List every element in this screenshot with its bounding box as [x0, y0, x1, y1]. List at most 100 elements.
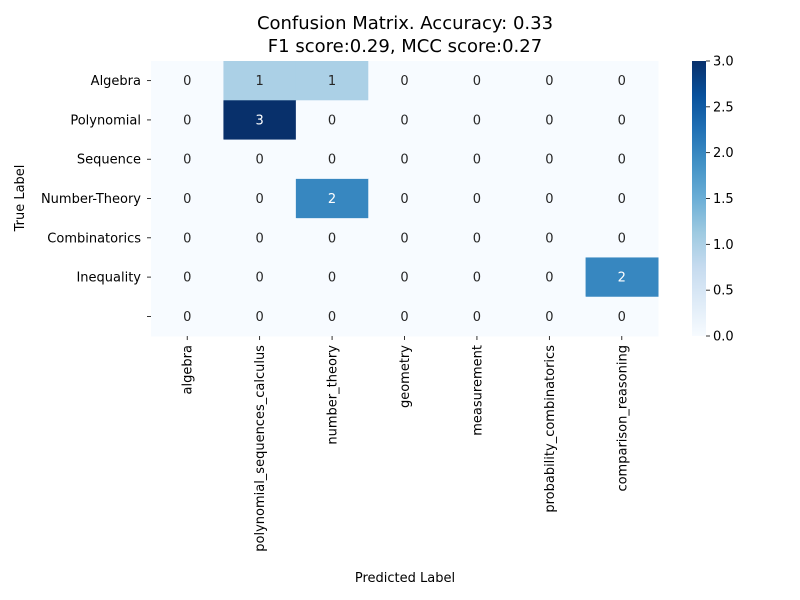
heatmap-cell — [513, 218, 587, 258]
heatmap-cell-value: 1 — [256, 74, 264, 89]
heatmap-cell — [151, 178, 224, 219]
heatmap-cell-value: 0 — [400, 231, 408, 246]
heatmap-cell — [151, 139, 224, 180]
heatmap-cell-value: 0 — [618, 113, 626, 128]
heatmap-cell — [151, 296, 224, 337]
heatmap-cell — [585, 178, 659, 219]
heatmap-cell — [368, 296, 442, 337]
heatmap-cell-value: 1 — [328, 74, 336, 89]
colorbar-tick-label: 2.0 — [713, 146, 734, 161]
x-tick-label: polynomial_sequences_calculus — [253, 345, 268, 552]
heatmap-cell-value: 2 — [328, 192, 336, 207]
y-tick-label: Combinatorics — [47, 231, 141, 246]
heatmap-cell-value: 0 — [183, 310, 191, 325]
heatmap-cell-value: 0 — [400, 310, 408, 325]
heatmap-cell-value: 0 — [328, 271, 336, 286]
x-tick-label: geometry — [398, 345, 413, 408]
heatmap-cell-value: 0 — [183, 153, 191, 168]
heatmap-cell — [440, 296, 514, 337]
heatmap-cell-value: 0 — [618, 74, 626, 89]
x-axis-label: Predicted Label — [355, 571, 455, 586]
heatmap-cell — [295, 100, 369, 141]
heatmap-cell-value: 0 — [183, 231, 191, 246]
heatmap-cell-value: 0 — [618, 192, 626, 207]
heatmap-cell — [295, 139, 369, 180]
heatmap-cell-value: 0 — [618, 231, 626, 246]
heatmap-cell-value: 0 — [545, 231, 553, 246]
heatmap-cell — [585, 61, 659, 101]
heatmap-cell-value: 0 — [473, 153, 481, 168]
heatmap-cell — [223, 61, 297, 101]
colorbar-tick-label: 0.0 — [713, 330, 734, 345]
heatmap-cell-value: 0 — [545, 271, 553, 286]
heatmap-cell — [223, 296, 297, 337]
heatmap-cell-value: 0 — [618, 153, 626, 168]
heatmap-cell — [440, 100, 514, 141]
heatmap-cell — [368, 61, 442, 101]
heatmap-cell-value: 0 — [183, 192, 191, 207]
heatmap-cell-value: 0 — [545, 192, 553, 207]
heatmap-cell — [151, 218, 224, 258]
heatmap-cell-value: 0 — [400, 192, 408, 207]
heatmap-cell — [223, 257, 297, 298]
heatmap-cell-value: 0 — [473, 231, 481, 246]
colorbar-tick-label: 1.0 — [713, 238, 734, 253]
heatmap-cell — [151, 61, 224, 101]
heatmap-cell-value: 0 — [328, 113, 336, 128]
heatmap-cell-value: 0 — [545, 310, 553, 325]
heatmap-cell-value: 0 — [400, 271, 408, 286]
heatmap-cell-value: 0 — [183, 271, 191, 286]
heatmap-cell-value: 0 — [545, 113, 553, 128]
heatmap-cell — [513, 100, 587, 141]
heatmap-cell-value: 0 — [400, 153, 408, 168]
heatmap-cell — [223, 100, 297, 141]
heatmap-cell-value: 0 — [328, 310, 336, 325]
colorbar-tick-label: 3.0 — [713, 55, 734, 70]
heatmap-cell — [513, 61, 587, 101]
heatmap-cell-value: 0 — [473, 113, 481, 128]
heatmap-cell — [585, 257, 659, 298]
heatmap-cell — [585, 139, 659, 180]
heatmap-cell-value: 0 — [183, 74, 191, 89]
heatmap-cell-value: 0 — [545, 153, 553, 168]
y-tick-label: Polynomial — [70, 113, 141, 128]
heatmap-cell-value: 0 — [328, 231, 336, 246]
heatmap-cell-labels: 0 1 1 0 0 0 0 0 3 0 0 0 0 0 0 0 0 0 0 0 0 0 0 2 0 0 0 0 0 0 0 0 0 0 0 0 0 0 0 0… — [183, 74, 626, 325]
heatmap-cell-value: 0 — [400, 113, 408, 128]
heatmap-cell-value: 2 — [618, 271, 626, 286]
heatmap-cell — [295, 218, 369, 258]
y-axis-label: True Label — [13, 165, 28, 233]
x-axis-ticks: algebra polynomial_sequences_calculus numb… — [181, 336, 630, 552]
heatmap-cell — [585, 296, 659, 337]
x-tick-label: number_theory — [326, 345, 341, 445]
heatmap-cell — [513, 139, 587, 180]
heatmap-cell — [513, 257, 587, 298]
heatmap-cell-value: 0 — [545, 74, 553, 89]
y-axis-ticks: Algebra Polynomial Sequence Number-Theory Co… — [41, 74, 151, 317]
colorbar — [692, 61, 706, 336]
colorbar-tick-label: 0.5 — [713, 284, 734, 299]
heatmap-cell-value: 0 — [473, 192, 481, 207]
heatmap-cell — [440, 257, 514, 298]
chart-title-line-2: F1 score:0.29, MCC score:0.27 — [268, 36, 542, 57]
chart-title-line-1: Confusion Matrix. Accuracy: 0.33 — [257, 13, 553, 34]
heatmap-cell — [295, 257, 369, 298]
heatmap-cell-value: 0 — [618, 310, 626, 325]
x-tick-label: measurement — [470, 345, 485, 436]
heatmap-cell — [368, 218, 442, 258]
colorbar-ticks: 0.0 0.5 1.0 1.5 2.0 2.5 3.0 — [706, 55, 734, 345]
heatmap-cell-value: 0 — [400, 74, 408, 89]
heatmap-cell-value: 0 — [256, 231, 264, 246]
heatmap-cell — [223, 139, 297, 180]
heatmap-cell — [151, 257, 224, 298]
heatmap-cell-value: 3 — [256, 113, 264, 128]
heatmap-cell-value: 0 — [473, 74, 481, 89]
heatmap-cell — [440, 218, 514, 258]
heatmap-cell-value: 0 — [473, 271, 481, 286]
colorbar-tick-label: 1.5 — [713, 192, 734, 207]
heatmap-cell — [368, 100, 442, 141]
heatmap-cell-value: 0 — [256, 153, 264, 168]
heatmap-cell — [585, 218, 659, 258]
heatmap-cell — [295, 296, 369, 337]
